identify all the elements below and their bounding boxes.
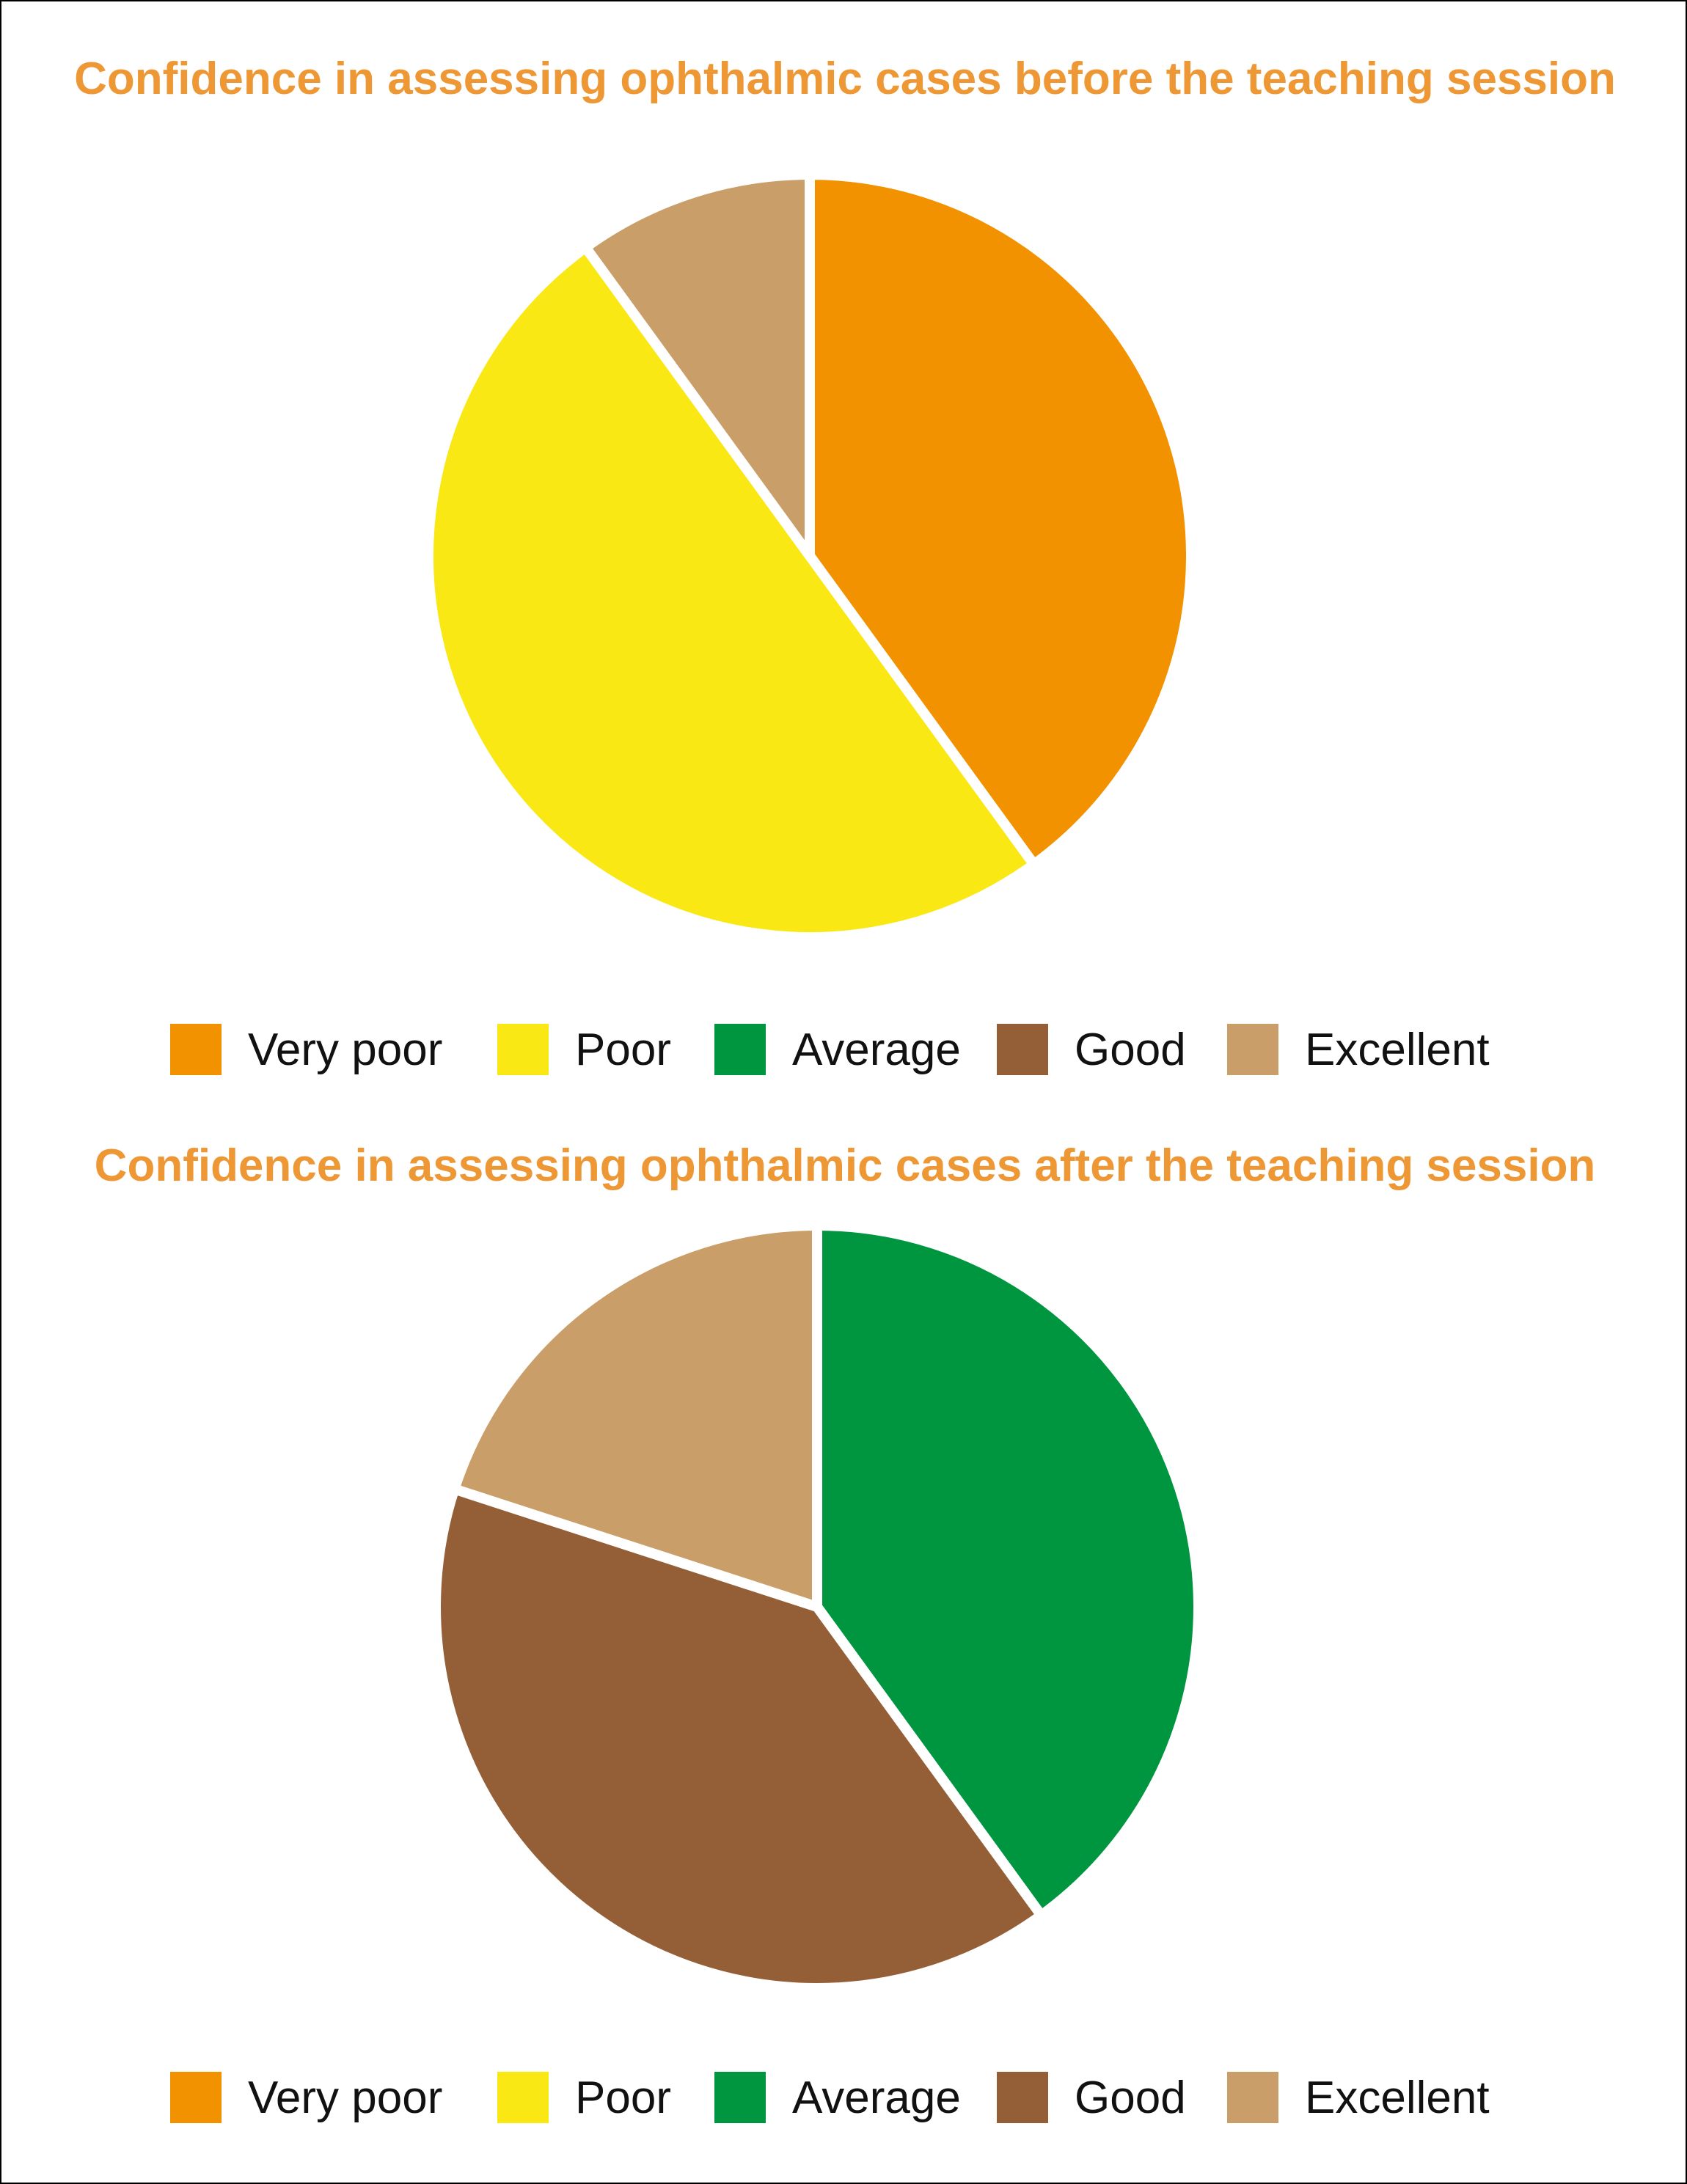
legend-swatch-excellent (1227, 1024, 1278, 1075)
legend-swatch-poor (497, 1024, 549, 1075)
legend-swatch-average (714, 1024, 766, 1075)
legend-swatch-very-poor (170, 2072, 222, 2123)
chart-title-after: Confidence in assessing ophthalmic cases… (94, 1140, 1596, 1191)
pie-slice-excellent (449, 1220, 822, 1612)
pie-slice-poor (423, 242, 1039, 942)
legend-label-poor: Poor (575, 2073, 671, 2123)
legend-label-good: Good (1075, 1025, 1186, 1075)
legend-before: Very poor Poor Average Good Excellent (1, 1021, 1687, 1080)
legend-label-excellent: Excellent (1305, 1025, 1490, 1075)
pie-slice-good (431, 1484, 1047, 1993)
legend-swatch-average (714, 2072, 766, 2123)
legend-label-poor: Poor (575, 1025, 671, 1075)
chart-title-before: Confidence in assessing ophthalmic cases… (74, 54, 1616, 104)
pie-slice-average (812, 1220, 1204, 1921)
legend-swatch-very-poor (170, 1024, 222, 1075)
legend-label-excellent: Excellent (1305, 2073, 1490, 2123)
legend-swatch-excellent (1227, 2072, 1278, 2123)
legend-swatch-good (997, 1024, 1048, 1075)
legend-label-very-poor: Very poor (248, 1025, 443, 1075)
legend-label-average: Average (792, 2073, 961, 2123)
legend-swatch-poor (497, 2072, 549, 2123)
pie-chart-before (423, 169, 1196, 942)
legend-label-average: Average (792, 1025, 961, 1075)
legend-label-good: Good (1075, 2073, 1186, 2123)
legend-swatch-good (997, 2072, 1048, 2123)
pie-slice-excellent (580, 169, 815, 561)
legend-after: Very poor Poor Average Good Excellent (1, 2069, 1687, 2128)
pie-slice-very-poor (805, 169, 1196, 870)
pie-chart-after (431, 1220, 1204, 1993)
legend-label-very-poor: Very poor (248, 2073, 443, 2123)
